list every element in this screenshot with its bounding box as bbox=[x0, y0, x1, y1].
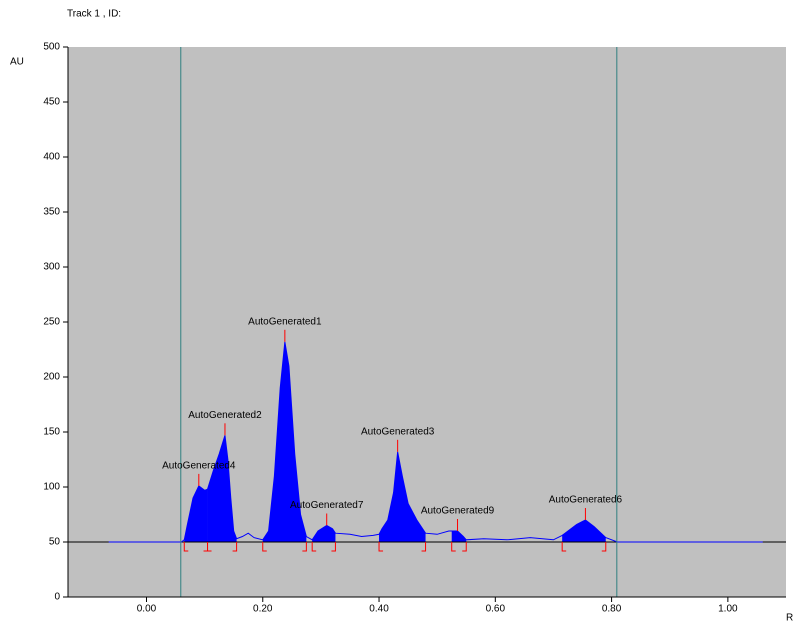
y-tick-label: 200 bbox=[43, 372, 60, 383]
y-tick-label: 450 bbox=[43, 97, 60, 108]
peak-bound bbox=[262, 542, 267, 552]
x-tick-label: 0.00 bbox=[137, 604, 157, 615]
peak-area bbox=[312, 525, 336, 542]
y-tick-label: 400 bbox=[43, 152, 60, 163]
peak-bound bbox=[462, 542, 467, 552]
x-tick-label: 0.40 bbox=[369, 604, 389, 615]
peak-bound bbox=[207, 542, 212, 552]
peak-bound bbox=[232, 542, 238, 552]
peak-bound bbox=[451, 542, 456, 552]
x-tick-label: 1.00 bbox=[718, 604, 738, 615]
plot-area bbox=[68, 47, 786, 597]
y-tick-label: 100 bbox=[43, 482, 60, 493]
y-tick-label: 500 bbox=[43, 42, 60, 53]
peak-area bbox=[184, 485, 208, 542]
peak-label: AutoGenerated4 bbox=[162, 461, 236, 472]
x-tick-label: 0.20 bbox=[253, 604, 273, 615]
chart-title: Track 1 , ID: bbox=[67, 9, 121, 20]
y-axis-label: AU bbox=[10, 57, 24, 68]
y-tick-label: 250 bbox=[43, 317, 60, 328]
y-tick-label: 150 bbox=[43, 427, 60, 438]
peak-area bbox=[379, 451, 426, 542]
peak-bound bbox=[183, 542, 189, 552]
peak-label: AutoGenerated9 bbox=[421, 506, 495, 517]
peak-bound bbox=[378, 542, 384, 552]
x-tick-label: 0.80 bbox=[602, 604, 622, 615]
x-axis-label: R bbox=[786, 613, 793, 624]
peak-label: AutoGenerated3 bbox=[361, 426, 435, 437]
y-tick-label: 350 bbox=[43, 207, 60, 218]
peak-label: AutoGenerated2 bbox=[188, 410, 262, 421]
peak-area bbox=[262, 341, 307, 542]
peak-area bbox=[451, 531, 467, 542]
peak-area bbox=[562, 520, 606, 542]
peak-label: AutoGenerated6 bbox=[549, 495, 623, 506]
peak-bound bbox=[561, 542, 567, 552]
y-tick-label: 300 bbox=[43, 262, 60, 273]
peak-bound bbox=[302, 542, 307, 552]
x-tick-label: 0.60 bbox=[486, 604, 506, 615]
peak-bound bbox=[311, 542, 317, 552]
y-tick-label: 50 bbox=[49, 537, 61, 548]
peak-label: AutoGenerated7 bbox=[290, 500, 364, 511]
peak-bound bbox=[331, 542, 336, 552]
peak-label: AutoGenerated1 bbox=[248, 316, 322, 327]
peak-bound bbox=[601, 542, 607, 552]
peak-bound bbox=[421, 542, 427, 552]
y-tick-label: 0 bbox=[54, 592, 60, 603]
peak-area bbox=[207, 435, 237, 542]
